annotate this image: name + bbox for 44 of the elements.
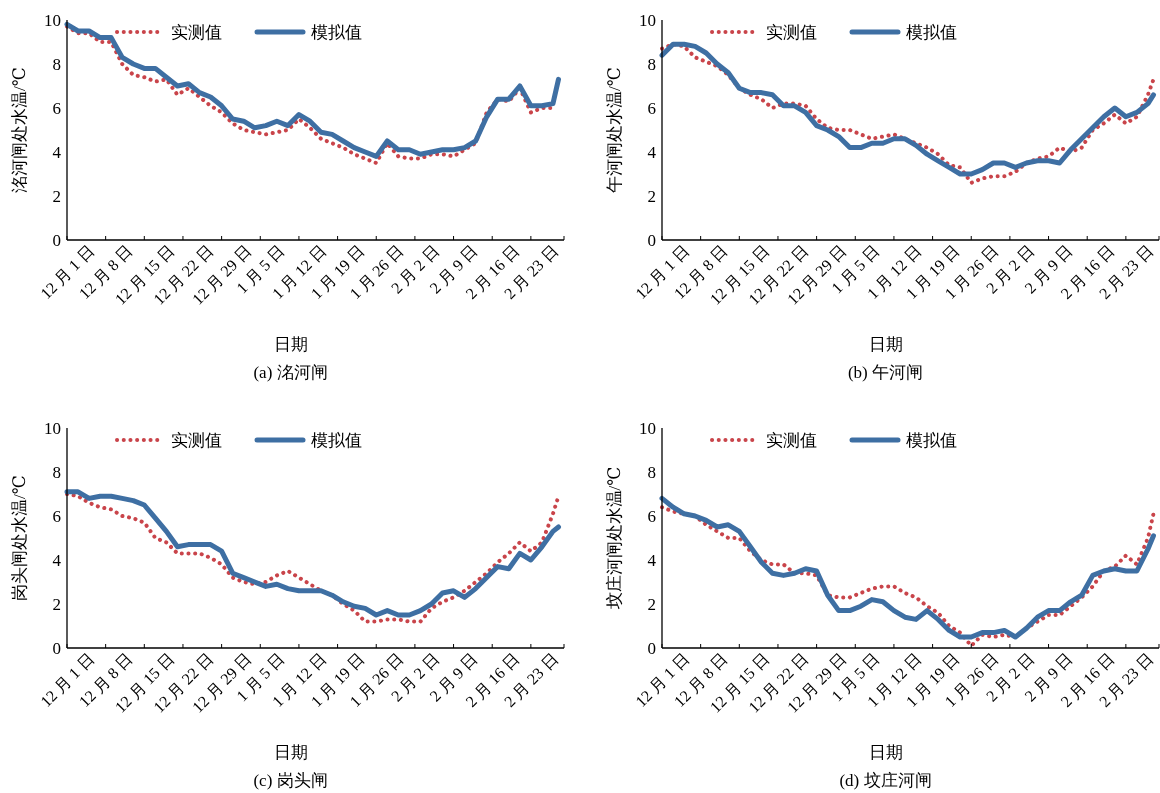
y-axis-title: 洺河闸处水温/℃ [10,67,29,193]
legend-label: 模拟值 [906,23,957,42]
y-tick-label: 4 [52,551,62,570]
legend-label: 实测值 [766,431,817,450]
y-tick-label: 4 [647,551,657,570]
y-tick-label: 8 [52,463,61,482]
y-tick-label: 8 [647,55,656,74]
y-tick-label: 10 [44,419,61,438]
y-tick-label: 8 [647,463,656,482]
y-tick-label: 6 [647,99,656,118]
x-axis-title: 日期 [273,335,308,354]
y-tick-label: 2 [52,595,61,614]
x-axis-title: 日期 [868,743,903,762]
y-tick-label: 10 [639,11,656,30]
y-tick-label: 10 [44,11,61,30]
y-tick-label: 10 [639,419,656,438]
y-axis-title: 岗头闸处水温/℃ [10,475,29,601]
legend-label: 模拟值 [311,431,362,450]
y-tick-label: 0 [647,231,656,250]
y-tick-label: 6 [647,507,656,526]
y-tick-label: 0 [647,639,656,658]
y-tick-label: 2 [647,187,656,206]
y-tick-label: 6 [52,99,61,118]
y-tick-label: 2 [647,595,656,614]
text: (c) 岗头闸 [253,771,328,790]
legend-label: 模拟值 [906,431,957,450]
y-tick-label: 4 [647,143,657,162]
text: (d) 坟庄河闸 [839,771,932,790]
y-tick-label: 6 [52,507,61,526]
y-tick-label: 0 [52,231,61,250]
y-axis-title: 坟庄河闸处水温/℃ [605,466,624,611]
y-tick-label: 8 [52,55,61,74]
y-tick-label: 4 [52,143,62,162]
legend-label: 实测值 [171,23,222,42]
y-axis-title: 午河闸处水温/℃ [605,67,624,193]
y-tick-label: 0 [52,639,61,658]
x-axis-title: 日期 [868,335,903,354]
legend-label: 实测值 [171,431,222,450]
y-tick-label: 2 [52,187,61,206]
legend-label: 模拟值 [311,23,362,42]
text: (b) 午河闸 [847,363,924,382]
text: (a) 洺河闸 [253,363,328,382]
legend-label: 实测值 [766,23,817,42]
x-axis-title: 日期 [273,743,308,762]
